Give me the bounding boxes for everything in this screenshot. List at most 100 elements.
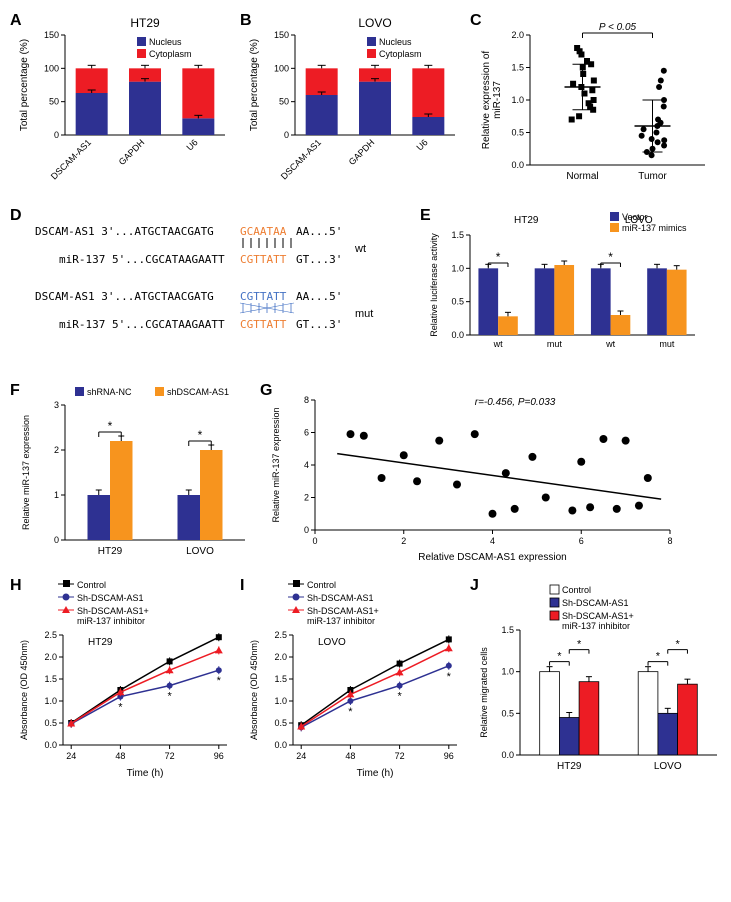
svg-text:2.5: 2.5 [274,630,287,640]
panel-j: J 0.00.51.01.5**HT29**LOVORelative migra… [475,580,725,780]
svg-text:LOVO: LOVO [318,637,346,648]
svg-text:miR-137: miR-137 [492,81,503,119]
svg-text:HT29: HT29 [514,215,539,226]
panel-f: F 0123*HT29*LOVORelative miR-137 express… [15,385,255,565]
svg-text:0.0: 0.0 [511,160,524,170]
svg-text:1.5: 1.5 [274,674,287,684]
svg-text:48: 48 [115,751,125,761]
svg-text:GT...3': GT...3' [296,318,342,331]
svg-text:2.0: 2.0 [274,652,287,662]
svg-text:150: 150 [44,30,59,40]
row-3: F 0123*HT29*LOVORelative miR-137 express… [15,385,716,565]
svg-text:50: 50 [279,97,289,107]
svg-text:100: 100 [44,63,59,73]
svg-text:Control: Control [562,585,591,595]
svg-text:AA...5': AA...5' [296,225,342,238]
svg-text:Absorbance (OD 450nm): Absorbance (OD 450nm) [249,640,259,740]
svg-text:1.0: 1.0 [44,696,57,706]
svg-text:DSCAM-AS1: DSCAM-AS1 [279,137,323,181]
svg-text:Nucleus: Nucleus [149,37,182,47]
panel-i: I 0.00.51.01.52.02.524487296***LOVOTime … [245,580,465,780]
svg-text:96: 96 [444,751,454,761]
svg-text:CGTTATT: CGTTATT [240,290,287,303]
panel-g: G 0246802468r=-0.456, P=0.033Relative DS… [265,385,685,565]
svg-text:96: 96 [214,751,224,761]
svg-text:Total percentage (%): Total percentage (%) [19,39,30,131]
svg-text:Sh-DSCAM-AS1: Sh-DSCAM-AS1 [562,598,629,608]
svg-text:2.5: 2.5 [44,630,57,640]
svg-text:0: 0 [312,536,317,546]
svg-text:*: * [167,691,172,703]
svg-text:2.0: 2.0 [511,30,524,40]
svg-text:Relative expression of: Relative expression of [481,51,492,150]
svg-text:miR-137 inhibitor: miR-137 inhibitor [307,616,375,626]
svg-text:wt: wt [354,243,366,255]
svg-text:U6: U6 [185,137,200,152]
svg-text:0.0: 0.0 [44,740,57,750]
svg-text:Vector: Vector [622,212,648,222]
panel-g-label: G [260,382,272,400]
svg-text:0.5: 0.5 [501,708,514,718]
svg-text:*: * [608,250,613,264]
svg-text:0.5: 0.5 [274,718,287,728]
svg-text:0.5: 0.5 [44,718,57,728]
svg-text:1.0: 1.0 [274,696,287,706]
svg-text:mut: mut [547,339,563,349]
svg-text:CGTTATT: CGTTATT [240,253,287,266]
svg-text:Cytoplasm: Cytoplasm [149,49,192,59]
svg-text:6: 6 [579,536,584,546]
panel-a-label: A [10,12,22,30]
svg-text:r=-0.456, P=0.033: r=-0.456, P=0.033 [475,397,556,408]
svg-text:*: * [217,675,222,687]
svg-text:*: * [577,639,582,651]
svg-text:Normal: Normal [566,171,598,182]
svg-text:Sh-DSCAM-AS1: Sh-DSCAM-AS1 [77,593,144,603]
panel-a: A HT29050100150DSCAM-AS1GAPDHU6Total per… [15,15,235,195]
svg-text:Nucleus: Nucleus [379,37,412,47]
svg-text:1.0: 1.0 [501,667,514,677]
svg-text:2: 2 [54,445,59,455]
panel-i-label: I [240,577,244,595]
panel-f-label: F [10,382,20,400]
svg-text:6: 6 [304,428,309,438]
svg-text:24: 24 [66,751,76,761]
svg-text:mut: mut [355,308,373,320]
panel-h: H 0.00.51.01.52.02.524487296***HT29Time … [15,580,235,780]
svg-text:*: * [496,250,501,264]
svg-text:1.5: 1.5 [511,63,524,73]
svg-text:P < 0.05: P < 0.05 [599,22,637,33]
svg-text:wt: wt [605,339,615,349]
svg-text:1.0: 1.0 [511,95,524,105]
svg-text:3: 3 [54,400,59,410]
svg-text:72: 72 [395,751,405,761]
svg-text:72: 72 [165,751,175,761]
svg-text:Relative miR-137 expression: Relative miR-137 expression [21,415,31,530]
svg-text:LOVO: LOVO [186,546,214,557]
svg-text:CGTTATT: CGTTATT [240,318,287,331]
svg-text:*: * [675,639,680,651]
svg-text:*: * [198,428,203,442]
panel-j-label: J [470,577,479,595]
svg-text:*: * [557,651,562,663]
panel-e-label: E [420,207,431,225]
svg-text:1.5: 1.5 [451,230,464,240]
svg-text:8: 8 [304,395,309,405]
svg-text:HT29: HT29 [130,16,160,30]
svg-text:LOVO: LOVO [654,761,682,772]
svg-text:U6: U6 [415,137,430,152]
svg-text:shRNA-NC: shRNA-NC [87,387,132,397]
svg-text:0: 0 [54,535,59,545]
svg-text:Control: Control [77,580,106,590]
svg-text:*: * [348,706,353,718]
svg-text:Sh-DSCAM-AS1+: Sh-DSCAM-AS1+ [562,611,634,621]
svg-text:mut: mut [659,339,675,349]
svg-text:1.0: 1.0 [451,263,464,273]
svg-text:Total percentage (%): Total percentage (%) [249,39,260,131]
svg-text:DSCAM-AS1: DSCAM-AS1 [49,137,93,181]
svg-text:Time (h): Time (h) [127,768,164,779]
svg-text:miR-137 5'...CGCATAAGAATT: miR-137 5'...CGCATAAGAATT [59,253,225,266]
svg-text:50: 50 [49,97,59,107]
panel-d-label: D [10,207,22,225]
svg-text:*: * [118,702,123,714]
panel-c-label: C [470,12,482,30]
